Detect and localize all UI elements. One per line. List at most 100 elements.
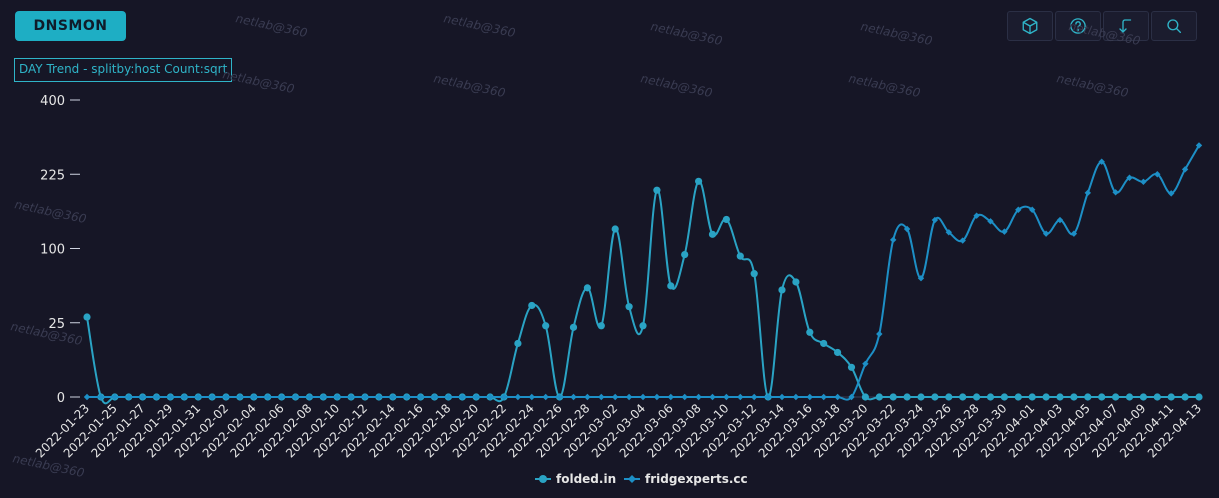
data-point (876, 330, 883, 338)
data-point (1084, 393, 1092, 401)
data-point (556, 393, 563, 401)
data-point (1154, 171, 1161, 178)
data-point (1139, 393, 1147, 401)
data-point (1126, 174, 1133, 181)
data-point (1112, 393, 1120, 401)
data-point (1042, 393, 1050, 401)
data-point (959, 237, 966, 244)
data-point (528, 393, 535, 401)
data-point (820, 339, 828, 348)
data-point (125, 393, 132, 401)
watermark-text: netlab@360 (9, 319, 84, 348)
data-point (1125, 393, 1134, 401)
series-line (86, 180, 1199, 405)
y-tick-label: 100 (40, 243, 65, 258)
data-point (987, 218, 994, 225)
data-point (959, 393, 967, 401)
return-button[interactable] (1103, 11, 1149, 41)
search-icon (1167, 19, 1182, 34)
data-point (667, 282, 675, 290)
data-point (1028, 393, 1036, 401)
data-point (1070, 230, 1078, 237)
data-point (903, 225, 911, 233)
data-point (931, 216, 939, 224)
data-point (764, 393, 772, 401)
data-point (986, 393, 995, 401)
watermark-text: netlab@360 (1055, 71, 1130, 100)
search-button[interactable] (1151, 11, 1197, 41)
data-point (1056, 393, 1064, 401)
series-fridgexperts.cc (83, 142, 1203, 401)
data-point (542, 322, 550, 330)
watermark-text: netlab@360 (649, 19, 724, 48)
data-point (903, 393, 911, 401)
data-point (83, 393, 91, 401)
legend-item[interactable]: fridgexperts.cc (624, 472, 748, 486)
cube-button[interactable] (1007, 11, 1053, 41)
data-point (1001, 228, 1008, 235)
chart-title: DAY Trend - splitby:host Count:sqrt (14, 58, 233, 82)
watermark-text: netlab@360 (639, 71, 714, 100)
data-point (1153, 393, 1161, 401)
y-tick-label: 225 (40, 168, 65, 183)
data-point (208, 393, 216, 401)
data-point (306, 393, 313, 401)
data-point (1181, 166, 1189, 173)
legend-label: folded.in (556, 472, 616, 486)
data-point (167, 393, 174, 401)
data-point (695, 177, 703, 185)
data-point (195, 393, 202, 401)
data-point (459, 393, 466, 401)
data-point (681, 393, 688, 401)
watermark-text: netlab@360 (13, 197, 88, 226)
data-point (931, 393, 939, 401)
data-point (250, 393, 257, 401)
data-point (361, 393, 369, 401)
y-tick-label: 0 (57, 391, 65, 406)
data-point (736, 252, 744, 260)
data-point (431, 393, 438, 401)
legend-marker (539, 475, 547, 483)
cube-icon (1022, 17, 1038, 35)
data-point (792, 278, 800, 286)
data-point (222, 393, 230, 401)
app-logo-button[interactable]: DNSMON (15, 11, 126, 41)
data-point (653, 186, 661, 194)
data-point (584, 393, 591, 401)
legend-item[interactable]: folded.in (535, 472, 616, 486)
data-point (583, 284, 592, 292)
data-point (1056, 216, 1064, 224)
data-point (973, 393, 981, 401)
data-point (320, 393, 327, 401)
data-point (778, 393, 786, 401)
data-point (445, 393, 452, 401)
watermark-text: netlab@360 (221, 67, 296, 96)
data-point (1014, 393, 1022, 401)
data-point (278, 393, 285, 401)
return-icon (1119, 19, 1132, 33)
data-point (111, 393, 118, 401)
data-point (1000, 393, 1009, 401)
data-point (750, 270, 758, 278)
data-point (375, 393, 383, 401)
data-point (861, 393, 870, 401)
watermark-text: netlab@360 (432, 71, 507, 100)
data-point (1181, 393, 1189, 401)
watermark-text: netlab@360 (442, 11, 517, 40)
y-tick-label: 400 (40, 94, 65, 109)
data-point (1167, 393, 1175, 401)
legend-marker (628, 475, 636, 483)
data-point (847, 363, 856, 371)
help-button[interactable] (1055, 11, 1101, 41)
data-point (945, 229, 952, 236)
data-point (181, 393, 188, 401)
data-point (486, 393, 494, 401)
legend-label: fridgexperts.cc (645, 472, 748, 486)
data-point (417, 393, 424, 401)
data-point (569, 323, 578, 331)
data-point (834, 393, 841, 401)
data-point (528, 301, 536, 310)
data-point (625, 303, 633, 311)
data-point (153, 393, 160, 401)
